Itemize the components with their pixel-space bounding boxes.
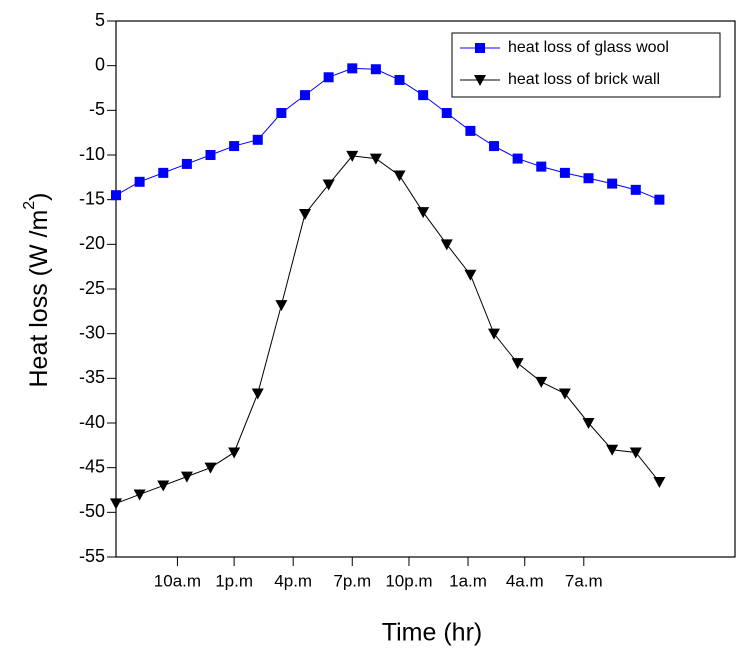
marker <box>229 141 240 152</box>
marker <box>606 444 619 456</box>
marker <box>252 134 263 145</box>
y-tick-label: -5 <box>89 99 105 119</box>
legend-box <box>451 32 721 98</box>
marker <box>369 153 382 165</box>
y-tick-label: -30 <box>79 322 105 342</box>
marker <box>180 471 193 483</box>
marker <box>133 489 146 501</box>
marker <box>440 239 453 251</box>
y-tick-label: -25 <box>79 278 105 298</box>
marker <box>370 64 381 75</box>
marker <box>347 63 358 74</box>
series-line <box>115 155 660 504</box>
y-tick-label: 5 <box>95 10 105 30</box>
marker <box>323 72 334 83</box>
marker <box>629 447 642 459</box>
marker <box>465 125 476 136</box>
y-axis-label-end: ) <box>25 192 53 200</box>
marker <box>276 108 287 119</box>
x-tick-label: 10p.m <box>385 571 432 590</box>
y-tick-label: -40 <box>79 412 105 432</box>
marker <box>607 178 618 189</box>
y-tick-label: -15 <box>79 188 105 208</box>
marker <box>204 462 217 474</box>
marker <box>158 167 169 178</box>
marker <box>418 90 429 101</box>
marker <box>417 207 430 219</box>
marker <box>558 388 571 400</box>
marker <box>653 476 666 488</box>
marker <box>157 480 170 492</box>
x-tick-label: 4p.m <box>274 571 312 590</box>
marker <box>300 90 311 101</box>
x-tick-label: 4a.m <box>506 571 544 590</box>
marker <box>181 158 192 169</box>
x-axis-label: Time (hr) <box>382 619 482 647</box>
marker <box>512 153 523 164</box>
marker <box>536 161 547 172</box>
marker <box>134 176 145 187</box>
marker <box>582 418 595 429</box>
marker <box>489 141 500 152</box>
marker <box>535 376 548 388</box>
marker <box>488 328 501 340</box>
x-tick-label: 1p.m <box>215 571 253 590</box>
marker <box>583 173 594 184</box>
x-tick-label: 7p.m <box>333 571 371 590</box>
marker <box>299 208 312 220</box>
legend-label: heat loss of brick wall <box>508 71 660 88</box>
marker <box>441 108 452 119</box>
marker <box>346 150 359 162</box>
marker <box>275 300 288 312</box>
marker <box>394 74 405 85</box>
marker <box>228 447 241 459</box>
y-axis-label-text: Heat loss (W /m <box>25 210 53 388</box>
marker <box>474 75 486 86</box>
marker <box>475 43 485 53</box>
y-tick-label: -55 <box>79 546 105 566</box>
y-tick-label: -10 <box>79 144 105 164</box>
marker <box>111 190 121 201</box>
legend-label: heat loss of glass wool <box>508 39 669 56</box>
y-tick-label: -20 <box>79 233 105 253</box>
y-tick-label: -50 <box>79 501 105 521</box>
marker <box>322 179 335 191</box>
marker <box>205 150 216 160</box>
x-tick-label: 7a.m <box>565 571 603 590</box>
marker <box>251 388 264 400</box>
marker <box>393 170 406 182</box>
x-tick-label: 10a.m <box>154 571 201 590</box>
marker <box>654 194 665 205</box>
y-tick-label: -45 <box>79 456 105 476</box>
x-tick-label: 1a.m <box>449 571 487 590</box>
y-axis-label: Heat loss (W /m2) <box>21 192 52 387</box>
marker <box>110 498 122 510</box>
marker <box>511 358 524 370</box>
y-axis-label-sup: 2 <box>21 201 38 210</box>
marker <box>630 184 641 195</box>
marker <box>464 269 477 281</box>
plot-frame <box>115 20 736 558</box>
marker <box>559 167 570 178</box>
y-tick-label: -35 <box>79 367 105 387</box>
y-tick-label: 0 <box>95 54 105 74</box>
